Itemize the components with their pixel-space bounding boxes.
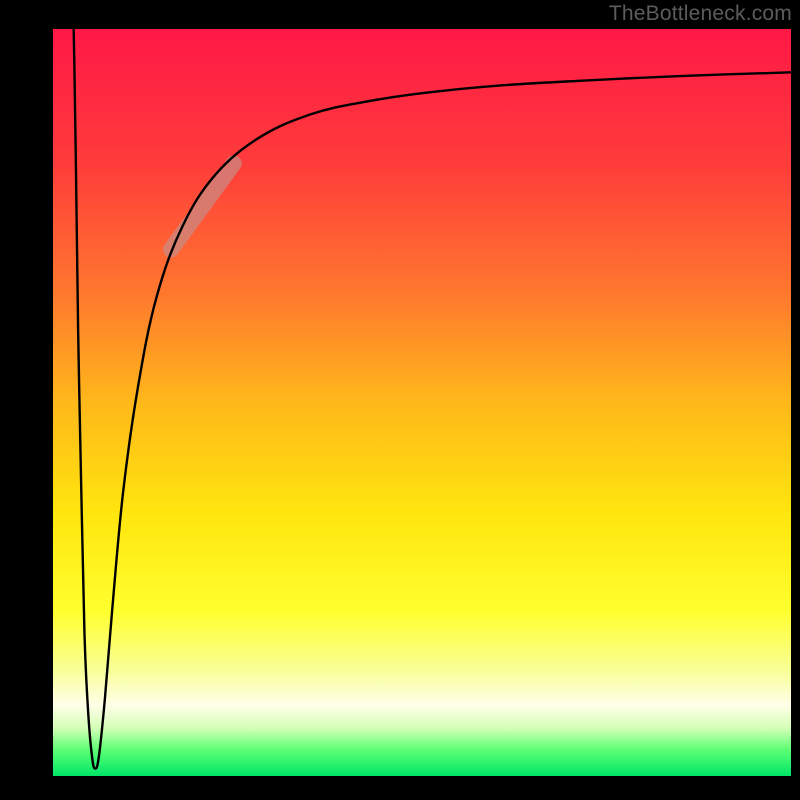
stage: TheBottleneck.com bbox=[0, 0, 800, 800]
plot-area bbox=[53, 29, 791, 776]
bottleneck-chart bbox=[53, 29, 791, 776]
watermark-text: TheBottleneck.com bbox=[609, 2, 792, 26]
gradient-background bbox=[53, 29, 791, 776]
